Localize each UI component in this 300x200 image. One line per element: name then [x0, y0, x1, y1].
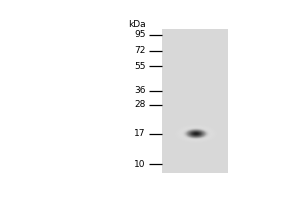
Text: 17: 17	[134, 129, 146, 138]
Text: 72: 72	[134, 46, 146, 55]
Text: 10: 10	[134, 160, 146, 169]
Bar	[162, 29, 228, 173]
Text: 28: 28	[134, 100, 146, 109]
Text: 95: 95	[134, 30, 146, 39]
Text: 55: 55	[134, 62, 146, 71]
Text: 36: 36	[134, 86, 146, 95]
Text: kDa: kDa	[128, 20, 146, 29]
